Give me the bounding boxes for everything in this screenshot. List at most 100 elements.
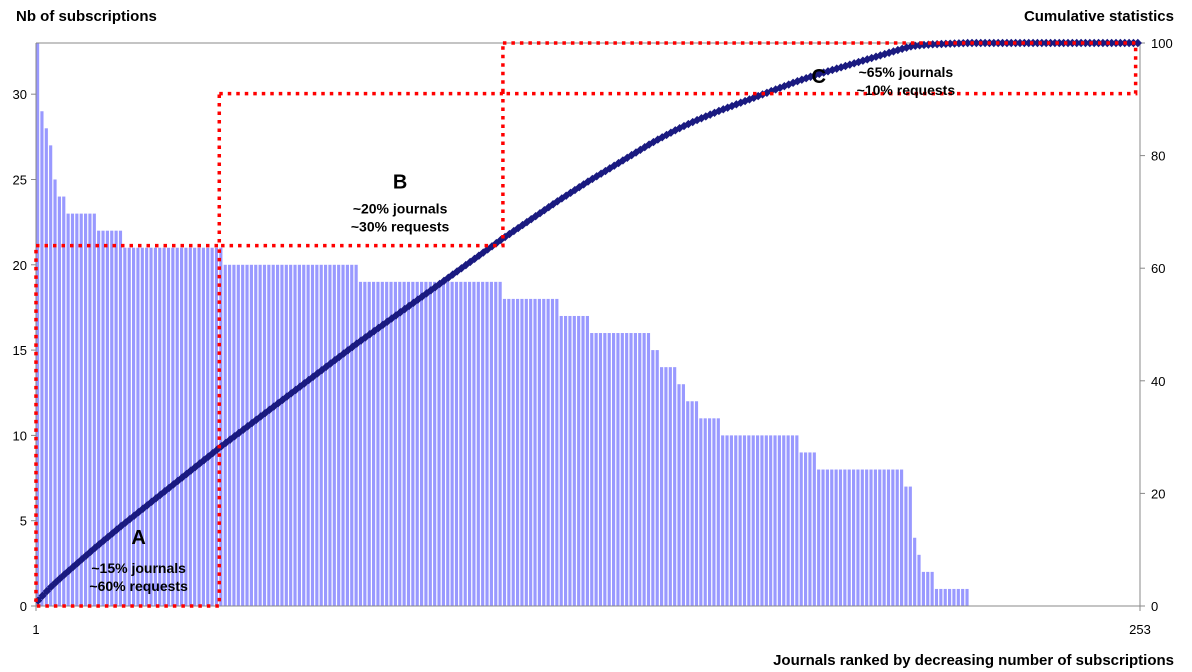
bar <box>751 435 755 606</box>
bar <box>664 367 668 606</box>
bar <box>956 588 960 606</box>
bar <box>127 247 131 607</box>
bar <box>105 230 109 607</box>
x-tick-label: 253 <box>1129 622 1151 637</box>
bar <box>372 281 376 606</box>
bar <box>258 264 262 606</box>
cumulative-point <box>841 61 850 71</box>
bar <box>886 469 891 606</box>
right-axis-title: Cumulative statistics <box>1023 8 1174 25</box>
bar <box>738 435 742 606</box>
bar <box>463 281 467 606</box>
bar <box>677 384 681 606</box>
bar <box>459 281 463 606</box>
cumulative-point <box>980 38 990 48</box>
cumulative-point <box>487 242 497 251</box>
region-letter: A <box>131 527 145 549</box>
bar <box>454 281 459 606</box>
bar <box>293 264 297 606</box>
cumulative-point <box>989 38 999 48</box>
cumulative-point <box>1089 38 1099 48</box>
bar <box>852 469 856 606</box>
bar <box>760 435 764 606</box>
x-tick-label: 1 <box>32 622 39 637</box>
cumulative-point <box>815 69 824 79</box>
bar <box>223 264 227 606</box>
cumulative-point <box>1081 38 1090 48</box>
bar <box>856 469 860 606</box>
bar <box>537 298 541 606</box>
bar <box>92 213 96 607</box>
bar <box>398 281 402 606</box>
bar <box>773 435 777 606</box>
bar <box>843 469 847 606</box>
cumulative-point <box>509 226 519 236</box>
bar <box>476 281 480 606</box>
cumulative-point <box>77 555 87 564</box>
bar <box>450 281 454 606</box>
bar <box>153 247 157 607</box>
bar <box>520 298 524 606</box>
cumulative-point <box>73 558 82 568</box>
bar <box>489 281 493 606</box>
left-tick-label: 15 <box>13 343 27 358</box>
bar <box>808 452 812 606</box>
bar <box>529 298 533 606</box>
cumulative-point <box>601 166 610 176</box>
cumulative-point <box>605 164 615 173</box>
annotations: A ~15% journals ~60% requests B ~20% journal… <box>34 41 1138 608</box>
bar <box>57 196 61 607</box>
bar <box>241 264 245 606</box>
region-label-line: ~10% requests <box>857 82 956 98</box>
cumulative-point <box>623 153 632 162</box>
bar <box>673 367 677 606</box>
bar <box>40 111 44 607</box>
cumulative-point <box>609 161 619 170</box>
bar <box>188 247 192 607</box>
cumulative-point <box>897 44 907 53</box>
cumulative-point <box>596 169 606 178</box>
bar <box>764 435 768 606</box>
region-label-line: ~65% journals <box>859 64 954 80</box>
cumulative-point <box>889 47 898 56</box>
cumulative-point <box>1098 38 1108 48</box>
cumulative-point <box>784 80 793 89</box>
bar <box>930 571 934 606</box>
bar <box>734 435 738 606</box>
bar <box>284 264 288 606</box>
cumulative-point <box>1046 38 1055 48</box>
cumulative-point <box>1059 38 1068 48</box>
cumulative-point <box>64 566 73 575</box>
bar <box>900 469 904 606</box>
cumulative-point <box>998 38 1007 48</box>
cumulative-point <box>527 214 536 224</box>
bar <box>140 247 144 607</box>
right-tick-label: 100 <box>1151 36 1173 51</box>
bar <box>712 418 716 606</box>
cumulative-point <box>513 223 523 233</box>
cumulative-point <box>1116 38 1125 48</box>
bar <box>324 264 328 606</box>
bar <box>433 281 437 606</box>
bar <box>193 247 197 607</box>
bar <box>406 281 411 606</box>
bar <box>44 128 48 607</box>
bar <box>790 435 795 606</box>
bar <box>939 588 943 606</box>
bar <box>642 333 646 606</box>
bar <box>703 418 707 606</box>
right-tick-label: 40 <box>1151 374 1165 389</box>
cumulative-point <box>697 114 706 123</box>
bar <box>865 469 869 606</box>
cumulative-point <box>937 39 946 49</box>
bar <box>302 264 306 606</box>
bar <box>594 333 598 606</box>
cumulative-point <box>710 108 719 117</box>
bar <box>110 230 114 607</box>
bar <box>428 281 432 606</box>
region-label-line: ~60% requests <box>89 578 188 594</box>
cumulative-point <box>1063 38 1073 48</box>
bar <box>638 333 642 606</box>
bar <box>908 486 912 606</box>
bar <box>742 435 747 606</box>
